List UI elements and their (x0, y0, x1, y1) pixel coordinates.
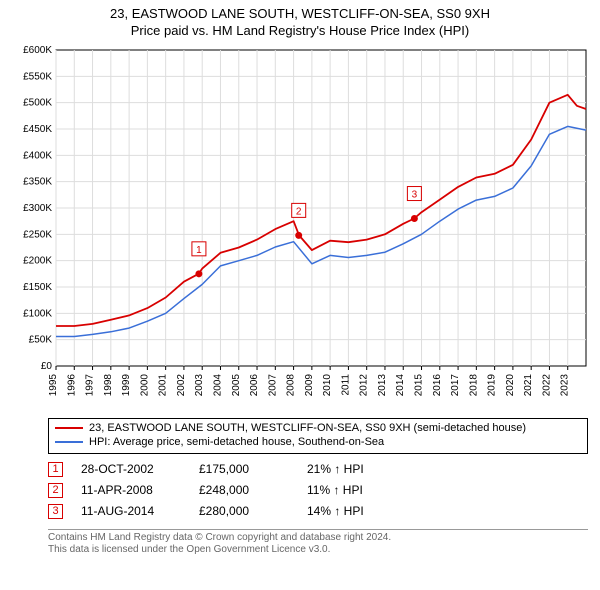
svg-text:£150K: £150K (23, 282, 52, 293)
sale-diff: 14% ↑ HPI (307, 504, 417, 518)
svg-text:2022: 2022 (541, 373, 552, 396)
sale-marker-1: 1 (48, 462, 63, 477)
legend-label-hpi: HPI: Average price, semi-detached house,… (89, 436, 384, 448)
svg-text:£250K: £250K (23, 229, 52, 240)
sale-diff: 11% ↑ HPI (307, 483, 417, 497)
svg-text:2017: 2017 (450, 373, 461, 396)
svg-text:£300K: £300K (23, 203, 52, 214)
svg-text:£400K: £400K (23, 150, 52, 161)
svg-text:£0: £0 (41, 361, 53, 372)
svg-text:2011: 2011 (340, 373, 351, 395)
sale-price: £280,000 (199, 504, 289, 518)
svg-text:2: 2 (296, 206, 302, 217)
svg-text:2018: 2018 (468, 373, 479, 396)
sale-date: 11-APR-2008 (81, 483, 181, 497)
sale-marker-2: 2 (48, 483, 63, 498)
title-line-1: 23, EASTWOOD LANE SOUTH, WESTCLIFF-ON-SE… (0, 6, 600, 23)
sale-date: 28-OCT-2002 (81, 462, 181, 476)
svg-text:£100K: £100K (23, 308, 52, 319)
svg-text:1998: 1998 (103, 373, 114, 396)
sale-diff: 21% ↑ HPI (307, 462, 417, 476)
svg-text:2009: 2009 (304, 373, 315, 396)
title-line-2: Price paid vs. HM Land Registry's House … (0, 23, 600, 40)
svg-text:2023: 2023 (560, 373, 571, 396)
svg-text:2016: 2016 (432, 373, 443, 396)
svg-text:1997: 1997 (85, 373, 96, 396)
sales-list: 1 28-OCT-2002 £175,000 21% ↑ HPI 2 11-AP… (48, 462, 588, 525)
svg-text:2010: 2010 (322, 373, 333, 396)
svg-text:2013: 2013 (377, 373, 388, 396)
svg-text:1996: 1996 (66, 373, 77, 396)
svg-text:£450K: £450K (23, 124, 52, 135)
svg-text:2003: 2003 (194, 373, 205, 396)
sale-row: 3 11-AUG-2014 £280,000 14% ↑ HPI (48, 504, 588, 519)
sale-date: 11-AUG-2014 (81, 504, 181, 518)
root: 23, EASTWOOD LANE SOUTH, WESTCLIFF-ON-SE… (0, 0, 600, 590)
legend-swatch-hpi (55, 441, 83, 443)
svg-text:1: 1 (196, 245, 202, 256)
svg-text:2004: 2004 (212, 373, 223, 396)
chart-area: £0 £50K £100K £150K £200K £250K £300K £350K £400… (8, 46, 592, 412)
sale-price: £248,000 (199, 483, 289, 497)
svg-text:£550K: £550K (23, 71, 52, 82)
legend-swatch-property (55, 427, 83, 429)
svg-text:2019: 2019 (487, 373, 498, 396)
legend-item-hpi: HPI: Average price, semi-detached house,… (55, 435, 581, 449)
svg-text:1999: 1999 (121, 373, 132, 396)
svg-text:£350K: £350K (23, 176, 52, 187)
legend-item-property: 23, EASTWOOD LANE SOUTH, WESTCLIFF-ON-SE… (55, 421, 581, 435)
svg-text:3: 3 (412, 189, 418, 200)
svg-text:2000: 2000 (139, 373, 150, 396)
svg-text:£500K: £500K (23, 97, 52, 108)
footer-line-1: Contains HM Land Registry data © Crown c… (48, 532, 588, 545)
svg-text:£600K: £600K (23, 46, 52, 56)
sale-marker-3: 3 (48, 504, 63, 519)
svg-text:£50K: £50K (29, 334, 53, 345)
svg-text:2007: 2007 (267, 373, 278, 396)
svg-text:2021: 2021 (523, 373, 534, 396)
svg-text:2015: 2015 (414, 373, 425, 396)
sale-price: £175,000 (199, 462, 289, 476)
sale-row: 2 11-APR-2008 £248,000 11% ↑ HPI (48, 483, 588, 498)
svg-text:2002: 2002 (176, 373, 187, 396)
legend: 23, EASTWOOD LANE SOUTH, WESTCLIFF-ON-SE… (48, 418, 588, 454)
svg-text:2012: 2012 (359, 373, 370, 396)
svg-text:2001: 2001 (158, 373, 169, 396)
svg-text:1995: 1995 (48, 373, 59, 396)
svg-text:2020: 2020 (505, 373, 516, 396)
chart-title-block: 23, EASTWOOD LANE SOUTH, WESTCLIFF-ON-SE… (0, 0, 600, 42)
svg-text:2008: 2008 (286, 373, 297, 396)
svg-text:£200K: £200K (23, 255, 52, 266)
svg-text:2006: 2006 (249, 373, 260, 396)
price-chart: £0 £50K £100K £150K £200K £250K £300K £350K £400… (8, 46, 592, 412)
sale-row: 1 28-OCT-2002 £175,000 21% ↑ HPI (48, 462, 588, 477)
svg-text:2014: 2014 (395, 373, 406, 396)
svg-text:2005: 2005 (231, 373, 242, 396)
attribution-footer: Contains HM Land Registry data © Crown c… (48, 529, 588, 557)
legend-label-property: 23, EASTWOOD LANE SOUTH, WESTCLIFF-ON-SE… (89, 422, 526, 434)
footer-line-2: This data is licensed under the Open Gov… (48, 544, 588, 557)
